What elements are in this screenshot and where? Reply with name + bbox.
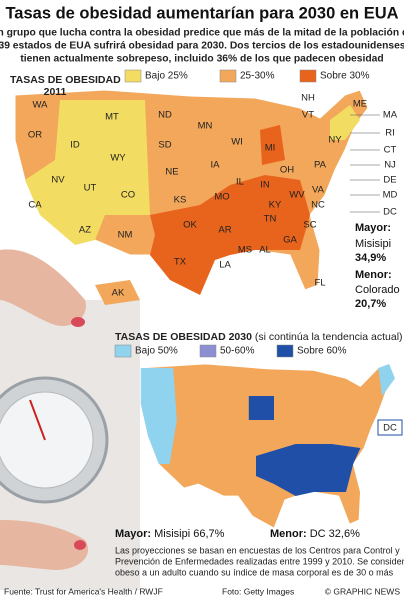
state-label: VA xyxy=(312,185,325,196)
stat-2030: Menor: DC 32,6% xyxy=(270,528,360,540)
note-line: obeso a un adulto cuando su índice de ma… xyxy=(115,567,394,577)
state-label: NC xyxy=(311,200,325,211)
state-label: OK xyxy=(183,220,197,231)
state-label: TN xyxy=(264,214,277,225)
legend-label: 25-30% xyxy=(240,71,275,82)
state-label: AL xyxy=(259,245,271,256)
state-label: ID xyxy=(70,140,80,151)
legend-label: 50-60% xyxy=(220,346,255,357)
state-label: MO xyxy=(214,192,229,203)
legend-swatch xyxy=(114,344,132,358)
state-label: IN xyxy=(260,180,270,191)
map-2030 xyxy=(140,363,396,529)
legend-swatch xyxy=(276,344,294,358)
dc-label: DC xyxy=(383,423,397,434)
state-label: GA xyxy=(283,235,297,246)
stat-value: 20,7% xyxy=(355,298,386,310)
map-year: 2011 xyxy=(44,86,67,98)
stat-state: Misisipi xyxy=(355,238,391,250)
state-label: MI xyxy=(265,143,276,154)
legend-swatch xyxy=(299,69,317,83)
title: Tasas de obesidad aumentarían para 2030 … xyxy=(5,4,398,22)
note-line: Prevención de Enfermedades realizadas en… xyxy=(115,556,404,566)
state-label: LA xyxy=(219,260,231,271)
state-label: DE xyxy=(383,175,396,186)
map-title: TASAS DE OBESIDAD 2030 xyxy=(115,331,252,343)
stat-2030: Mayor: Misisipi 66,7% xyxy=(115,528,225,540)
state-label: CA xyxy=(28,200,42,211)
stat-label: Mayor: xyxy=(355,222,391,234)
notes: Las proyecciones se basan en encuestas d… xyxy=(115,545,404,577)
state-label: AR xyxy=(218,225,231,236)
legend-label: Bajo 50% xyxy=(135,346,178,357)
legend-swatch xyxy=(199,344,217,358)
state-label: OH xyxy=(280,165,294,176)
state-label: WA xyxy=(33,100,49,111)
state-label: DC xyxy=(383,207,397,218)
state-label: KY xyxy=(269,200,282,211)
state-label: SD xyxy=(158,140,171,151)
state-label: MA xyxy=(383,110,398,121)
state-label: UT xyxy=(84,183,97,194)
stat-value: 34,9% xyxy=(355,252,386,264)
note-line: Las proyecciones se basan en encuestas d… xyxy=(115,545,400,555)
stat-label: Menor: xyxy=(355,269,392,281)
state-label: AK xyxy=(112,288,125,299)
legend-label: Sobre 60% xyxy=(297,346,347,357)
subtitle-line: tienen actualmente sobrepeso, incluido 3… xyxy=(20,54,383,65)
state-label: MD xyxy=(383,190,398,201)
state-label: MS xyxy=(238,245,252,256)
state-label: IL xyxy=(236,177,244,188)
stat-state: Colorado xyxy=(355,284,400,296)
legend-swatch xyxy=(124,69,142,83)
state-label: VT xyxy=(302,110,314,121)
state-label: SC xyxy=(303,220,316,231)
state-label: IA xyxy=(211,160,221,171)
state-label: CT xyxy=(384,145,397,156)
stat-label: Menor: xyxy=(270,528,307,540)
legend-label: Sobre 30% xyxy=(320,71,370,82)
state-label: AZ xyxy=(79,225,91,236)
state-label: OR xyxy=(28,130,42,141)
legend-swatch xyxy=(219,69,237,83)
state-label: NM xyxy=(118,230,133,241)
subtitle-line: Un grupo que lucha contra la obesidad pr… xyxy=(0,28,404,39)
legend-2030: Bajo 50% 50-60% Sobre 60% xyxy=(114,344,347,358)
copyright: © GRAPHIC NEWS xyxy=(325,586,401,596)
state-label: RI xyxy=(385,128,395,139)
subtitle: Un grupo que lucha contra la obesidad pr… xyxy=(0,28,404,65)
state-label: NV xyxy=(51,175,65,186)
state-label: WV xyxy=(289,190,305,201)
map-title: TASAS DE OBESIDAD 2030 (si continúa la t… xyxy=(115,331,403,343)
state-label: ME xyxy=(353,99,367,110)
legend-label: Bajo 25% xyxy=(145,71,188,82)
state-label: CO xyxy=(121,190,135,201)
stat-label: Mayor: xyxy=(115,528,151,540)
state-label: PA xyxy=(314,160,327,171)
stat-value: DC 32,6% xyxy=(310,528,360,540)
state-label: MN xyxy=(198,121,213,132)
state-label: WI xyxy=(231,137,243,148)
map-title: TASAS DE OBESIDAD xyxy=(10,74,121,86)
dc-box xyxy=(377,419,403,436)
map-2011: WA OR CA ID NV MT WY UT AZ CO NM ND SD NE KS OK TX MN IA MO… xyxy=(14,89,398,305)
photo-credit: Foto: Getty Images xyxy=(222,586,294,596)
source: Fuente: Trust for America's Health / RWJ… xyxy=(4,586,163,596)
state-label: NY xyxy=(328,135,342,146)
state-label: NE xyxy=(165,167,178,178)
state-label: FL xyxy=(314,278,325,289)
stat-value: Misisipi 66,7% xyxy=(154,528,225,540)
state-label: KS xyxy=(174,195,187,206)
state-label: NH xyxy=(301,93,315,104)
legend-2011: Bajo 25% 25-30% Sobre 30% xyxy=(124,69,370,83)
state-label: WY xyxy=(110,153,126,164)
state-label: NJ xyxy=(384,160,396,171)
map-subtitle: (si continúa la tendencia actual) xyxy=(255,331,403,343)
stats-2011: Mayor: Misisipi 34,9% Menor: Colorado 20… xyxy=(355,222,400,310)
state-label: ND xyxy=(158,110,172,121)
state-label: MT xyxy=(105,112,119,123)
state-label: TX xyxy=(174,257,187,268)
subtitle-line: 39 estados de EUA sufrirá obesidad para … xyxy=(0,41,404,52)
